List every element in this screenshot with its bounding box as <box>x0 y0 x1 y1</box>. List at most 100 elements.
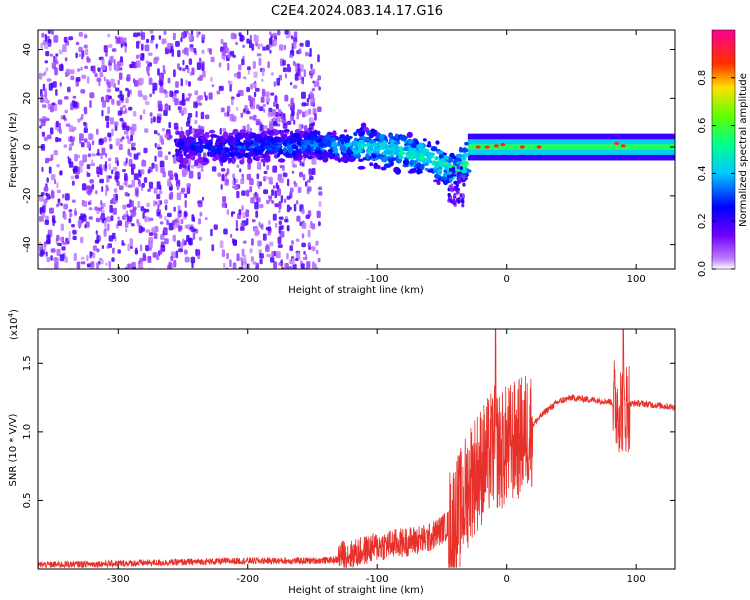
signal-blob <box>427 141 432 146</box>
noise-speck <box>309 91 313 96</box>
noise-speck <box>124 220 129 228</box>
noise-speck <box>144 128 149 133</box>
noise-speck <box>99 71 103 78</box>
noise-speck <box>154 155 157 162</box>
noise-speck <box>129 64 134 69</box>
noise-speck <box>77 68 81 72</box>
noise-speck <box>310 63 313 70</box>
noise-speck <box>139 244 143 252</box>
noise-speck <box>64 193 70 201</box>
noise-speck <box>220 184 223 190</box>
noise-speck <box>230 233 233 238</box>
noise-speck <box>258 57 262 66</box>
noise-speck <box>91 140 95 146</box>
noise-speck <box>307 229 311 238</box>
noise-speck <box>80 213 84 220</box>
noise-speck <box>117 249 121 254</box>
noise-speck <box>159 160 165 168</box>
noise-speck <box>291 258 295 265</box>
noise-speck <box>311 246 316 252</box>
signal-blob <box>291 144 297 150</box>
noise-speck <box>63 144 68 148</box>
noise-speck <box>200 212 203 216</box>
noise-speck <box>221 50 227 57</box>
noise-speck <box>161 38 165 45</box>
signal-blob <box>427 169 434 173</box>
noise-speck <box>68 147 72 151</box>
noise-speck <box>167 77 171 84</box>
signal-tail <box>449 174 454 179</box>
noise-speck <box>62 115 66 120</box>
noise-speck <box>178 225 183 231</box>
noise-speck <box>74 174 79 179</box>
noise-speck <box>181 93 185 102</box>
noise-speck <box>272 32 277 37</box>
spectrogram-frame <box>37 29 676 270</box>
noise-speck <box>189 47 194 52</box>
noise-speck <box>47 30 51 34</box>
signal-blob <box>329 136 336 143</box>
noise-speck <box>168 105 171 111</box>
noise-speck <box>163 227 167 235</box>
noise-speck <box>92 65 96 74</box>
noise-speck <box>256 118 261 125</box>
signal-blob <box>461 168 467 174</box>
noise-speck <box>97 67 101 72</box>
noise-speck <box>312 108 317 115</box>
noise-speck <box>64 109 68 114</box>
noise-speck <box>130 134 133 142</box>
noise-speck <box>159 135 163 143</box>
noise-speck <box>241 190 246 196</box>
signal-tail <box>455 185 459 190</box>
signal-blob <box>322 137 329 144</box>
noise-speck <box>124 191 129 197</box>
noise-speck <box>56 182 59 189</box>
noise-speck <box>56 234 60 241</box>
noise-speck <box>117 94 120 99</box>
noise-speck <box>100 153 103 160</box>
noise-speck <box>186 50 189 57</box>
signal-band-core <box>467 144 675 150</box>
noise-speck <box>175 40 180 47</box>
noise-speck <box>317 75 322 81</box>
noise-speck <box>200 111 205 120</box>
noise-speck <box>257 43 261 50</box>
noise-speck <box>164 103 169 111</box>
signal-blob <box>316 150 322 154</box>
noise-speck <box>57 198 61 203</box>
noise-speck <box>177 63 180 70</box>
noise-speck <box>44 60 49 64</box>
noise-speck <box>247 162 251 170</box>
noise-speck <box>40 119 46 127</box>
noise-speck <box>184 224 188 229</box>
noise-speck <box>266 253 271 258</box>
noise-speck <box>190 256 196 264</box>
noise-speck <box>243 254 247 261</box>
noise-speck <box>80 142 85 148</box>
noise-speck <box>288 267 293 269</box>
noise-speck <box>125 87 129 92</box>
signal-tail <box>447 174 451 179</box>
signal-blob <box>179 133 184 139</box>
noise-speck <box>275 222 278 228</box>
signal-blob <box>256 145 262 151</box>
noise-speck <box>272 116 276 123</box>
noise-speck <box>164 155 169 161</box>
signal-blob <box>307 145 311 151</box>
noise-speck <box>121 110 127 114</box>
noise-speck <box>168 186 173 191</box>
noise-speck <box>164 238 169 245</box>
noise-speck <box>244 104 248 110</box>
colorbar-ticks: 0.0 0.2 0.4 0.6 0.8 <box>697 70 735 277</box>
noise-speck <box>157 100 162 109</box>
noise-speck <box>148 240 153 249</box>
noise-speck <box>288 30 291 37</box>
noise-speck <box>63 213 67 220</box>
noise-speck <box>77 118 81 123</box>
noise-speck <box>251 43 255 51</box>
noise-speck <box>185 97 190 102</box>
signal-blob <box>373 138 381 142</box>
noise-speck <box>164 199 169 204</box>
noise-speck <box>101 203 106 207</box>
noise-speck <box>108 260 112 268</box>
